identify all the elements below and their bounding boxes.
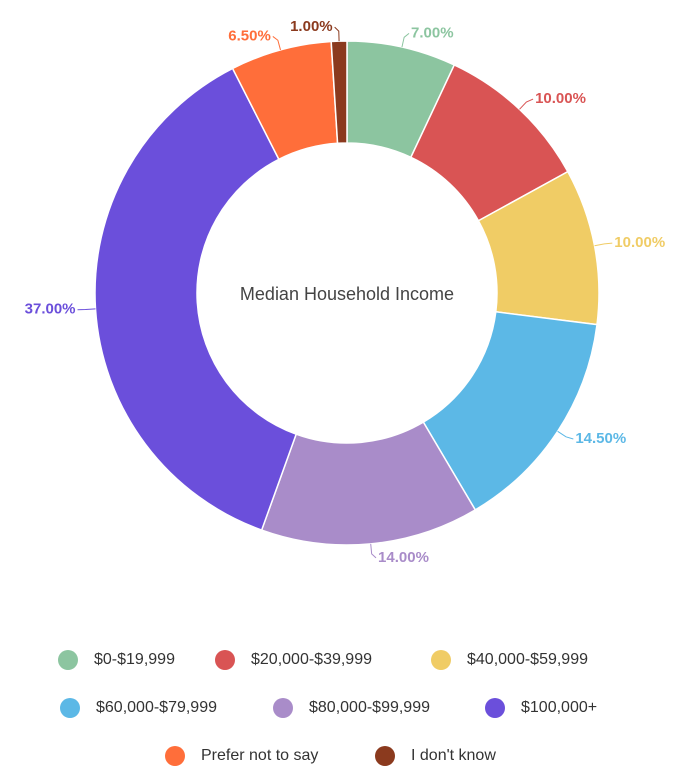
legend-swatch <box>215 650 235 670</box>
leader-line <box>557 430 574 440</box>
leader-line <box>594 242 613 247</box>
data-label: 37.00% <box>25 301 76 318</box>
data-label: 14.00% <box>378 549 429 566</box>
legend-label: $40,000-$59,999 <box>467 651 588 668</box>
legend-swatch <box>485 698 505 718</box>
slice <box>94 67 298 532</box>
legend-label: $20,000-$39,999 <box>251 651 372 668</box>
legend-swatch <box>58 650 78 670</box>
data-label: 6.50% <box>228 27 271 44</box>
leader-line <box>334 26 340 42</box>
leader-line <box>77 308 96 311</box>
legend-label: $80,000-$99,999 <box>309 699 430 716</box>
leader-line <box>370 543 377 559</box>
leader-line <box>519 98 534 110</box>
legend-swatch <box>375 746 395 766</box>
legend-label: Prefer not to say <box>201 747 318 764</box>
legend-swatch <box>60 698 80 718</box>
legend-swatch <box>431 650 451 670</box>
chart-title: Median Household Income <box>240 284 454 304</box>
slice <box>330 40 348 145</box>
legend-label: $100,000+ <box>521 699 597 716</box>
legend-label: $60,000-$79,999 <box>96 699 217 716</box>
data-label: 1.00% <box>290 18 333 35</box>
data-label: 10.00% <box>614 234 665 251</box>
leader-line <box>272 36 281 51</box>
legend-label: $0-$19,999 <box>94 651 175 668</box>
data-label: 7.00% <box>411 24 454 41</box>
legend-label: I don't know <box>411 747 496 764</box>
data-label: 10.00% <box>535 90 586 107</box>
legend-swatch <box>165 746 185 766</box>
legend-swatch <box>273 698 293 718</box>
leader-line <box>401 33 410 48</box>
data-label: 14.50% <box>575 430 626 447</box>
